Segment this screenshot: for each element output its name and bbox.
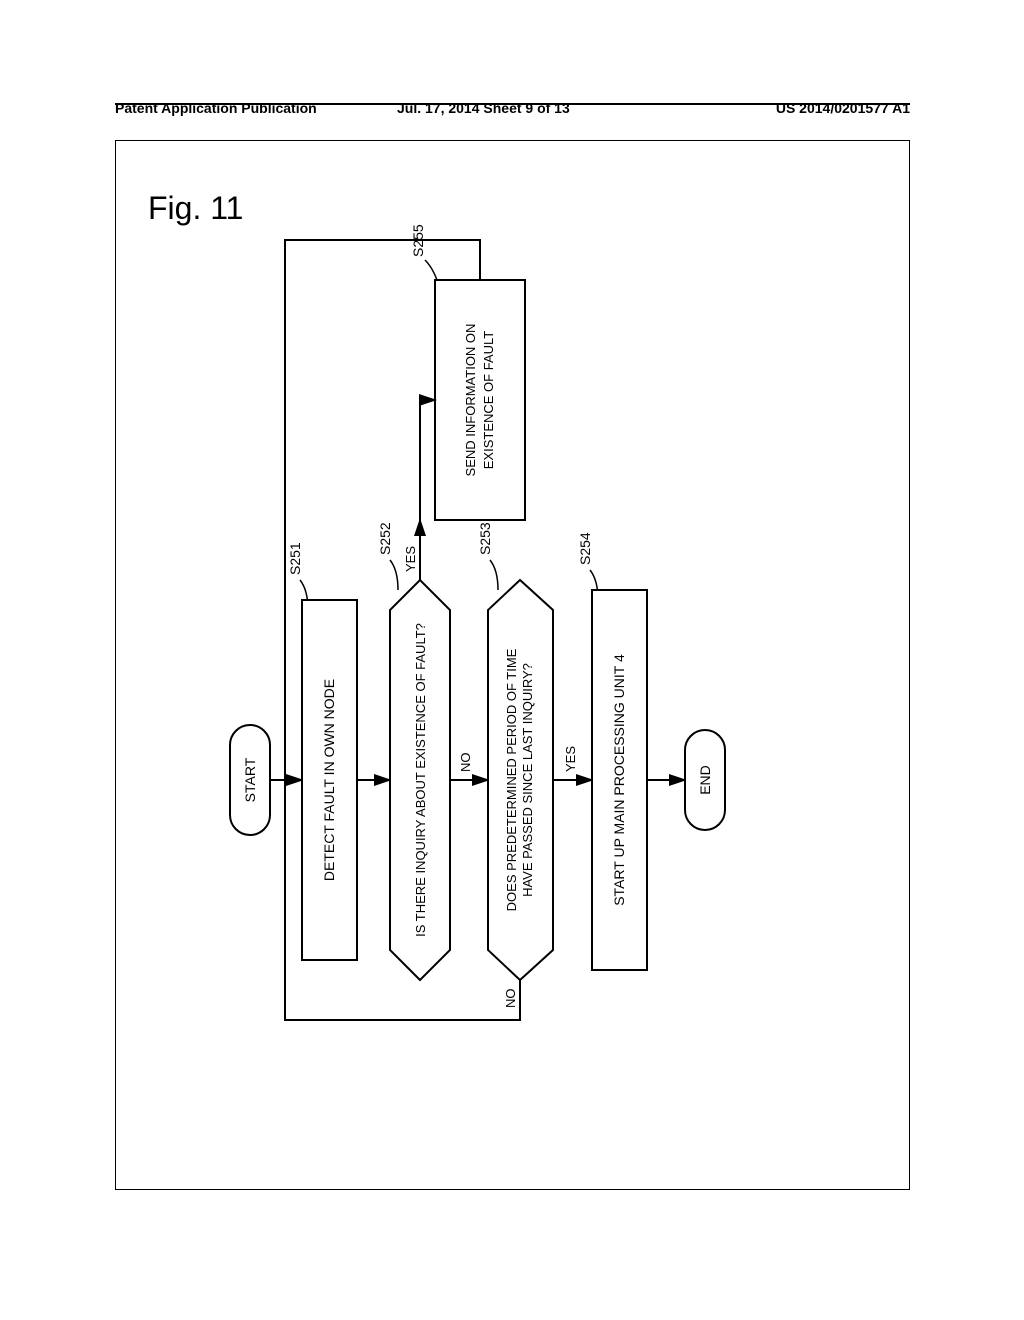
flowchart-svg: START DETECT FAULT IN OWN NODE S251 IS T… bbox=[210, 200, 810, 1080]
node-s255-label1: SEND INFORMATION ON bbox=[463, 324, 478, 477]
header-mid: Jul. 17, 2014 Sheet 9 of 13 bbox=[397, 100, 570, 116]
node-s251-label: DETECT FAULT IN OWN NODE bbox=[321, 679, 337, 881]
ref-s251: S251 bbox=[287, 542, 303, 575]
ref-s253: S253 bbox=[477, 522, 493, 555]
header-left: Patent Application Publication bbox=[115, 100, 317, 116]
ref-s255: S255 bbox=[410, 224, 426, 257]
node-end-label: END bbox=[697, 765, 713, 795]
ref-s252-curve bbox=[390, 560, 398, 590]
node-s253-label1: DOES PREDETERMINED PERIOD OF TIME bbox=[504, 648, 519, 911]
ref-s252: S252 bbox=[377, 522, 393, 555]
node-start-label: START bbox=[242, 757, 258, 802]
header-right: US 2014/0201577 A1 bbox=[776, 100, 910, 116]
node-s255 bbox=[435, 280, 525, 520]
s253-yes-label: YES bbox=[563, 746, 578, 772]
s252-yes-label: YES bbox=[403, 546, 418, 572]
edge-s252-yes bbox=[420, 400, 435, 580]
s252-no-label: NO bbox=[458, 753, 473, 773]
flowchart: START DETECT FAULT IN OWN NODE S251 IS T… bbox=[210, 200, 810, 1080]
header: Patent Application Publication Jul. 17, … bbox=[115, 82, 910, 105]
ref-s254: S254 bbox=[577, 532, 593, 565]
s253-no-label: NO bbox=[503, 989, 518, 1009]
node-s255-label2: EXISTENCE OF FAULT bbox=[481, 331, 496, 470]
node-s252-label: IS THERE INQUIRY ABOUT EXISTENCE OF FAUL… bbox=[413, 623, 428, 937]
ref-s253-curve bbox=[490, 560, 498, 590]
node-s254-label: START UP MAIN PROCESSING UNIT 4 bbox=[611, 654, 627, 906]
node-s253-label2: HAVE PASSED SINCE LAST INQUIRY? bbox=[520, 663, 535, 897]
